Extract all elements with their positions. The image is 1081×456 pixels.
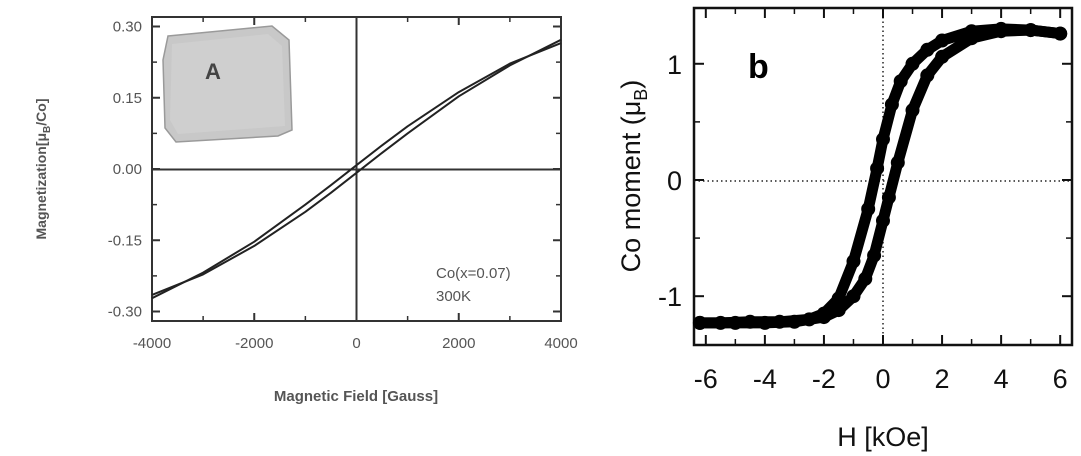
data-point (994, 24, 1009, 39)
y-axis-label-main: Co moment (μ (616, 101, 646, 273)
data-point (858, 271, 873, 286)
data-point (846, 254, 861, 269)
annotation-temperature: 300K (436, 288, 471, 305)
x-axis-label: H [kOe] (837, 422, 929, 452)
data-point (867, 248, 882, 263)
y-tick-label: -0.15 (108, 232, 142, 249)
x-tick-label: 4 (994, 364, 1009, 394)
y-tick-label: 0.30 (113, 19, 142, 36)
x-tick-label: -2 (812, 364, 836, 394)
panel-b: -6 -4 -2 0 2 4 6 1 0 -1 b H [kOe] Co moment (μB) (616, 6, 1074, 452)
x-tick-label: 2000 (442, 335, 475, 352)
x-tick-label: -6 (694, 364, 718, 394)
data-point (846, 289, 861, 304)
data-point (884, 97, 899, 112)
y-axis-label-tail: ) (616, 80, 646, 89)
data-point (905, 56, 920, 71)
data-point (816, 310, 831, 325)
data-point (881, 190, 896, 205)
inset-label: A (205, 59, 221, 84)
data-point (757, 315, 772, 330)
data-point (905, 103, 920, 118)
y-axis-label-sub: B (42, 126, 53, 133)
y-axis-label: Co moment (μB) (616, 80, 651, 273)
x-tick-label: 2 (935, 364, 950, 394)
y-tick-label: 0.15 (113, 90, 142, 107)
series-line-1 (151, 42, 562, 300)
x-axis-label: Magnetic Field [Gauss] (274, 388, 438, 405)
x-tick-label: 0 (352, 335, 360, 352)
y-axis-label: Magnetization[μB/Co] (33, 98, 53, 239)
x-tick-label: 0 (875, 364, 890, 394)
data-point (870, 161, 885, 176)
x-tick-label: -2000 (235, 335, 273, 352)
hysteresis-points (692, 21, 1068, 330)
y-tick-label: 1 (667, 50, 682, 80)
y-tick-label: -0.30 (108, 304, 142, 321)
x-tick-label: -4000 (133, 335, 171, 352)
series-line-0 (151, 38, 562, 296)
x-tick-label: 4000 (544, 335, 577, 352)
panel-label: b (748, 48, 769, 86)
data-point (728, 315, 743, 330)
data-point (893, 74, 908, 89)
y-axis-label-sub: B (631, 89, 651, 101)
data-point (920, 68, 935, 83)
data-point (935, 33, 950, 48)
data-point (787, 314, 802, 329)
data-point (964, 31, 979, 46)
data-point (861, 202, 876, 216)
y-tick-label: -1 (658, 282, 682, 312)
y-tick-label: 0 (667, 166, 682, 196)
data-point (1053, 26, 1068, 41)
axis-ticks: -4000 -2000 0 2000 4000 0.30 0.15 0.00 -0.15 -0.3… (108, 17, 578, 352)
y-tick-label: 0.00 (113, 161, 142, 178)
data-point (831, 303, 846, 318)
annotation-composition: Co(x=0.07) (436, 265, 511, 282)
data-point (876, 213, 890, 228)
data-point (920, 42, 935, 57)
y-axis-label-main: Magnetization[μ (33, 133, 49, 240)
data-point (692, 315, 707, 330)
hysteresis-curves (151, 38, 562, 300)
data-point (890, 155, 905, 170)
panel-a: A -4000 -2000 0 2000 4000 0.30 0.15 0.00 -0.15 -0… (33, 16, 578, 405)
data-point (1023, 23, 1038, 38)
x-tick-label: -4 (753, 364, 777, 394)
y-axis-label-tail: /Co] (33, 98, 49, 125)
data-point (876, 132, 890, 147)
sample-photo-inset: A (162, 25, 293, 143)
data-point (935, 49, 950, 64)
x-tick-label: 6 (1053, 364, 1068, 394)
axis-ticks: -6 -4 -2 0 2 4 6 1 0 -1 (658, 8, 1072, 394)
